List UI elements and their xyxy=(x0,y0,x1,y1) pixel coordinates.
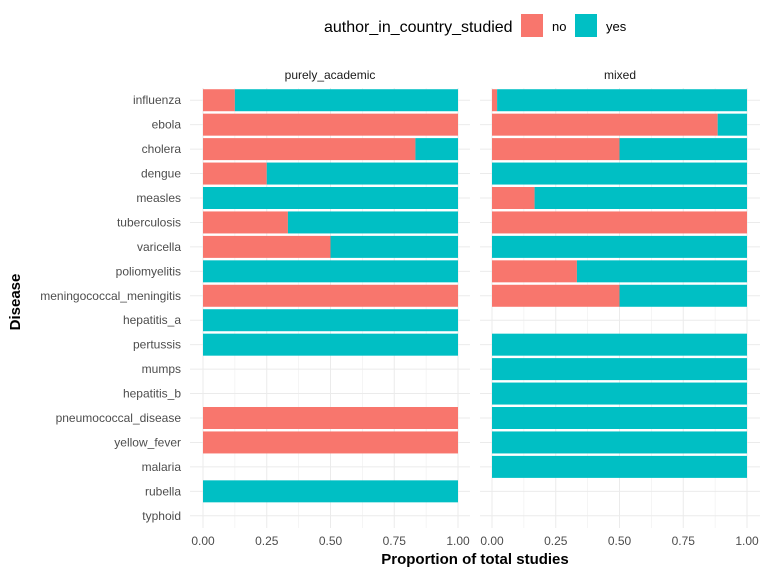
y-tick-label: varicella xyxy=(137,240,181,254)
legend-swatch-no xyxy=(521,14,543,37)
bar-no-measles xyxy=(492,187,535,209)
y-axis-title: Disease xyxy=(7,274,24,331)
bar-yes-pertussis xyxy=(492,333,747,356)
x-tick-label: 1.00 xyxy=(735,534,759,548)
bar-yes-varicella xyxy=(492,235,747,258)
y-tick-label: measles xyxy=(136,191,181,205)
x-tick-label: 0.50 xyxy=(319,534,343,548)
panel-purely-academic xyxy=(190,88,470,528)
bar-yes-tuberculosis xyxy=(287,211,458,234)
bar-yes-pneumococcal_disease xyxy=(492,407,747,429)
bar-yes-poliomyelitis xyxy=(203,260,458,283)
y-tick-label: meningococcal_meningitis xyxy=(40,289,181,303)
bar-no-tuberculosis xyxy=(203,211,288,234)
bar-no-influenza xyxy=(492,89,498,112)
facet-title-mixed: mixed xyxy=(604,68,636,82)
bar-yes-dengue xyxy=(492,162,747,185)
bar-yes-pertussis xyxy=(203,333,458,356)
y-tick-label: hepatitis_a xyxy=(123,313,181,327)
y-tick-label: malaria xyxy=(142,460,182,474)
bar-no-ebola xyxy=(492,113,718,136)
bar-no-yellow_fever xyxy=(203,431,458,454)
bar-no-meningococcal_meningitis xyxy=(492,284,620,307)
bar-yes-yellow_fever xyxy=(492,431,747,454)
y-tick-label: dengue xyxy=(141,167,181,181)
x-axis-ticks: 0.00 0.25 0.50 0.75 1.00 0.00 0.25 0.50 0.75 1.00 xyxy=(191,534,759,548)
bar-no-ebola xyxy=(203,113,458,136)
y-tick-label: rubella xyxy=(145,484,181,498)
legend-label-no: no xyxy=(552,19,566,34)
bar-yes-measles xyxy=(203,187,458,209)
legend: author_in_country_studied no yes xyxy=(324,14,627,37)
x-tick-label: 0.00 xyxy=(480,534,504,548)
bar-yes-hepatitis_a xyxy=(203,309,458,332)
bar-no-pneumococcal_disease xyxy=(203,407,458,429)
bar-no-meningococcal_meningitis xyxy=(203,284,458,307)
bar-no-cholera xyxy=(203,138,416,161)
x-tick-label: 0.75 xyxy=(672,534,696,548)
y-tick-label: influenza xyxy=(133,93,181,107)
y-tick-label: hepatitis_b xyxy=(123,387,181,401)
bar-yes-influenza xyxy=(234,89,458,112)
bar-no-tuberculosis xyxy=(492,211,747,234)
x-tick-label: 0.00 xyxy=(191,534,215,548)
legend-title: author_in_country_studied xyxy=(324,19,513,36)
legend-swatch-yes xyxy=(575,14,597,37)
x-tick-label: 0.25 xyxy=(544,534,568,548)
x-tick-label: 0.50 xyxy=(608,534,632,548)
bar-yes-poliomyelitis xyxy=(576,260,747,283)
bar-no-influenza xyxy=(203,89,235,112)
y-axis-labels: influenza ebola cholera dengue measles tuberc… xyxy=(40,93,181,523)
facet-title-purely-academic: purely_academic xyxy=(285,68,376,82)
y-tick-label: typhoid xyxy=(142,509,181,523)
legend-label-yes: yes xyxy=(606,19,627,34)
y-tick-label: yellow_fever xyxy=(114,435,181,449)
y-tick-label: cholera xyxy=(142,142,182,156)
bar-no-cholera xyxy=(492,138,620,161)
bar-yes-measles xyxy=(534,187,747,209)
x-tick-label: 1.00 xyxy=(446,534,470,548)
bar-yes-cholera xyxy=(415,138,458,161)
bar-yes-ebola xyxy=(717,113,747,136)
y-tick-label: pneumococcal_disease xyxy=(56,411,182,425)
y-tick-label: tuberculosis xyxy=(117,215,181,229)
bar-yes-influenza xyxy=(497,89,747,112)
bar-yes-mumps xyxy=(492,358,747,381)
y-tick-label: pertussis xyxy=(133,338,181,352)
bar-yes-cholera xyxy=(619,138,747,161)
panel-mixed xyxy=(480,88,760,528)
bar-yes-dengue xyxy=(266,162,458,185)
y-tick-label: ebola xyxy=(152,118,182,132)
bar-no-varicella xyxy=(203,235,331,258)
bar-yes-malaria xyxy=(492,455,747,478)
y-tick-label: mumps xyxy=(142,362,181,376)
bar-no-poliomyelitis xyxy=(492,260,577,283)
bar-no-dengue xyxy=(203,162,267,185)
bar-yes-hepatitis_b xyxy=(492,382,747,405)
bar-yes-meningococcal_meningitis xyxy=(619,284,747,307)
x-tick-label: 0.75 xyxy=(383,534,407,548)
bar-yes-varicella xyxy=(330,235,458,258)
bar-yes-rubella xyxy=(203,480,458,503)
y-tick-label: poliomyelitis xyxy=(116,264,181,278)
x-tick-label: 0.25 xyxy=(255,534,279,548)
x-axis-title: Proportion of total studies xyxy=(381,551,569,568)
